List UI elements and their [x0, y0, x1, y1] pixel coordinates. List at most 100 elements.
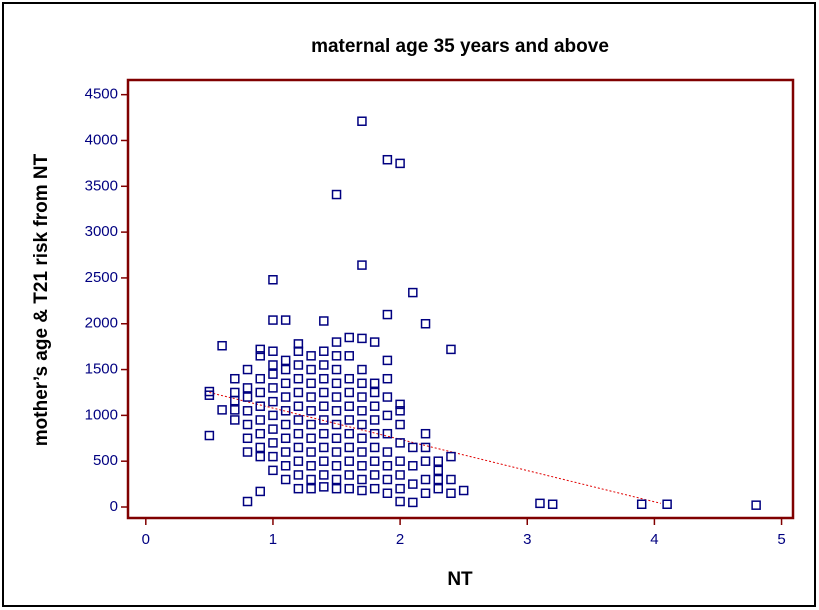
point [242, 364, 253, 375]
point [636, 499, 647, 510]
point [446, 488, 456, 499]
point [344, 401, 354, 411]
x-tick-label: 2 [396, 531, 404, 548]
point [242, 406, 253, 416]
point [662, 499, 672, 510]
point [217, 405, 227, 415]
y-tick-label: 2500 [85, 269, 118, 286]
point [331, 364, 342, 375]
point [395, 158, 405, 169]
point [751, 500, 761, 510]
point [319, 360, 329, 370]
point [344, 442, 354, 453]
point [357, 474, 367, 485]
point [268, 396, 278, 407]
point [357, 392, 367, 402]
point [268, 360, 278, 370]
point [255, 451, 265, 462]
point [395, 406, 405, 416]
x-tick-label: 1 [269, 531, 277, 548]
point [369, 442, 380, 453]
point [357, 116, 367, 126]
point [293, 415, 304, 425]
point [331, 189, 342, 200]
point [280, 378, 291, 389]
point [255, 428, 265, 439]
point [280, 364, 291, 375]
point [268, 465, 278, 476]
point [357, 485, 367, 496]
point [382, 474, 393, 485]
point [382, 447, 393, 457]
point [331, 447, 342, 457]
point [433, 474, 443, 485]
y-tick-label: 3500 [85, 177, 118, 194]
point [382, 355, 393, 366]
point [293, 387, 304, 398]
point [420, 428, 431, 439]
point [420, 456, 431, 466]
point [319, 346, 329, 356]
point [344, 456, 354, 466]
point [280, 315, 291, 325]
point [306, 447, 316, 457]
point [230, 373, 240, 384]
point [408, 479, 418, 489]
point [242, 419, 253, 430]
point [230, 405, 240, 415]
point [420, 474, 431, 485]
point [395, 456, 405, 466]
point [331, 378, 342, 389]
point [331, 351, 342, 361]
point [242, 496, 253, 507]
point [344, 387, 354, 398]
point [395, 438, 405, 448]
point [268, 315, 278, 325]
point [420, 318, 431, 329]
plot-border [126, 78, 795, 520]
point [344, 483, 354, 494]
point [369, 387, 380, 398]
y-tick-label: 4000 [85, 131, 118, 148]
point [446, 474, 456, 485]
point [382, 309, 393, 320]
point [268, 451, 278, 462]
point [369, 401, 380, 411]
point [319, 387, 329, 398]
point [217, 340, 227, 351]
point [306, 433, 316, 444]
x-axis-label: NT [447, 569, 473, 590]
point [293, 360, 304, 370]
point [293, 442, 304, 453]
point [293, 428, 304, 439]
point [331, 337, 342, 347]
y-axis-label: mother’s age & T21 risk from NT [31, 153, 52, 446]
point [268, 369, 278, 379]
y-tick-label: 1500 [85, 361, 118, 378]
point [382, 410, 393, 421]
point [408, 442, 418, 453]
point [408, 287, 418, 298]
chart-title: maternal age 35 years and above [311, 36, 609, 57]
point [357, 433, 367, 444]
point [408, 461, 418, 471]
point [446, 451, 456, 462]
x-tick-label: 0 [142, 531, 150, 548]
point [357, 406, 367, 416]
point [230, 387, 240, 398]
point [547, 499, 558, 510]
point [230, 415, 240, 425]
point [280, 447, 291, 457]
point [344, 332, 354, 343]
point [344, 415, 354, 425]
point [280, 355, 291, 366]
point [331, 433, 342, 444]
y-tick-label: 3000 [85, 223, 118, 240]
point [306, 419, 316, 430]
point [319, 428, 329, 439]
point [357, 419, 367, 430]
point [331, 392, 342, 402]
point [369, 483, 380, 494]
point [420, 442, 431, 453]
